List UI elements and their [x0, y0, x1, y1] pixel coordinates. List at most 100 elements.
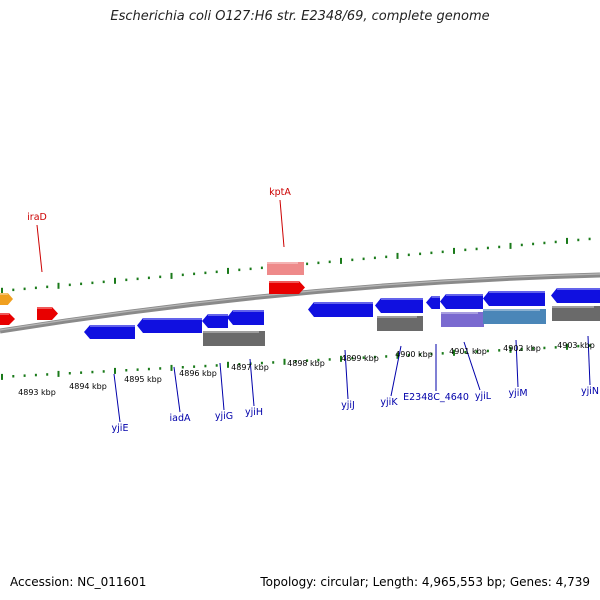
inner-tick	[238, 363, 241, 366]
grey-feature-2	[377, 316, 423, 331]
outer-tick	[328, 260, 331, 264]
iraD-leader	[36, 224, 43, 273]
gene-yjiN-label[interactable]: yjiN	[581, 386, 599, 397]
inner-tick	[453, 349, 455, 356]
kbp-label: 4901 kbp	[449, 347, 487, 356]
gene-yjiL-leader	[463, 341, 481, 391]
outer-tick	[23, 287, 26, 291]
inner-tick	[362, 356, 365, 359]
purple-feature-shine	[441, 312, 478, 314]
outer-tick	[68, 283, 71, 287]
gene-feature-yjiH-shine	[233, 310, 264, 312]
kbp-label: 4902 kbp	[503, 344, 541, 353]
gene-yjiL-label[interactable]: yjiL	[475, 391, 492, 402]
inner-tick	[114, 367, 116, 374]
outer-tick	[46, 285, 49, 289]
outer-tick	[351, 258, 354, 262]
outer-tick	[147, 276, 150, 280]
grey-feature-3-shine	[552, 306, 594, 308]
inner-tick	[215, 364, 218, 367]
gene-E2348C_4640-label[interactable]: E2348C_4640	[403, 392, 469, 403]
gene-yjiE-label[interactable]: yjiE	[112, 423, 129, 434]
steel-feature	[483, 309, 546, 324]
kptA-leader	[279, 199, 285, 248]
kbp-label: 4903 kbp	[557, 341, 595, 350]
gene-feature-iadA	[137, 318, 202, 333]
outer-tick	[475, 247, 478, 251]
gene-feature-yjiK	[375, 298, 423, 313]
outer-tick	[181, 273, 184, 277]
grey-feature-2-shine	[377, 316, 417, 318]
outer-tick	[317, 261, 320, 265]
outer-tick	[170, 272, 173, 279]
inner-tick	[385, 355, 388, 358]
kbp-label: 4899 kbp	[341, 354, 379, 363]
gene-label-leaders	[36, 199, 591, 423]
kbp-label: 4898 kbp	[287, 359, 325, 368]
outer-tick	[464, 248, 467, 252]
gene-yjiH-label[interactable]: yjiH	[245, 407, 263, 418]
outer-tick	[1, 287, 3, 294]
gene-feature-red-edge-shine	[0, 313, 9, 315]
inner-tick	[159, 367, 162, 370]
gene-yjiG-label[interactable]: yjiG	[215, 411, 233, 422]
gene-feature-yjiN-shine	[557, 288, 600, 290]
inner-tick	[532, 347, 535, 350]
inner-tick	[193, 365, 196, 368]
gene-feature-yjiG	[202, 314, 228, 328]
steel-feature-shine	[483, 309, 540, 311]
outer-tick	[453, 247, 455, 254]
kbp-labels: 4893 kbp 4894 kbp 4895 kbp 4896 kbp 4897 kbp…	[18, 341, 595, 397]
outer-tick	[577, 238, 580, 242]
gene-yjiK-label[interactable]: yjiK	[380, 397, 398, 408]
inner-tick	[419, 353, 422, 356]
inner-tick	[294, 360, 297, 363]
gene-yjiE-leader	[113, 373, 121, 423]
outer-tick	[249, 267, 252, 271]
outer-tick	[227, 267, 229, 274]
inner-tick	[566, 343, 568, 350]
inner-tick	[1, 373, 3, 380]
gene-yjiM-label[interactable]: yjiM	[508, 388, 527, 399]
inner-tick	[373, 355, 376, 359]
inner-tick	[181, 366, 184, 369]
gene-yjiJ-leader	[344, 349, 349, 400]
gene-feature-yjiH	[227, 310, 264, 325]
kbp-label: 4895 kbp	[124, 375, 162, 384]
kbp-label: 4900 kbp	[395, 350, 433, 359]
grey-feature-1	[203, 331, 265, 346]
gene-yjiG-leader	[219, 362, 225, 411]
gene-yjiN-leader	[587, 335, 591, 386]
inner-tick	[260, 361, 263, 365]
gene-feature-yjiG-shine	[208, 314, 228, 316]
outer-tick	[125, 278, 128, 282]
inner-tick	[102, 370, 105, 373]
inner-tick	[306, 359, 309, 362]
gene-feature-yjiL-shine	[446, 294, 483, 296]
outer-tick	[486, 246, 489, 250]
kptA-label[interactable]: kptA	[269, 187, 291, 198]
gene-yjiJ-label[interactable]: yjiJ	[341, 400, 355, 411]
inner-tick	[80, 371, 83, 374]
gene-feature-iadA-shine	[143, 318, 202, 320]
outer-tick	[91, 281, 94, 285]
outer-tick	[430, 251, 433, 255]
outer-tick	[396, 252, 399, 259]
kbp-label: 4896 kbp	[179, 369, 217, 378]
outer-tick	[114, 277, 116, 284]
gene-feature-red	[37, 307, 58, 320]
gene-iadA-label[interactable]: iadA	[170, 413, 191, 424]
outer-tick	[554, 240, 557, 244]
inner-tick	[57, 370, 60, 377]
gene-feature-yjiL	[440, 294, 483, 309]
inner-tick	[125, 369, 128, 372]
outer-tick	[12, 288, 15, 292]
purple-feature	[441, 312, 484, 327]
iraD-label[interactable]: iraD	[27, 212, 47, 223]
outer-tick	[419, 252, 422, 256]
gene-yjiM-leader	[515, 339, 519, 388]
gene-feature-kptA-shine	[269, 281, 299, 283]
gene-feature-yjiE	[84, 325, 135, 339]
outer-tick	[215, 270, 218, 274]
inner-tick	[23, 374, 26, 377]
